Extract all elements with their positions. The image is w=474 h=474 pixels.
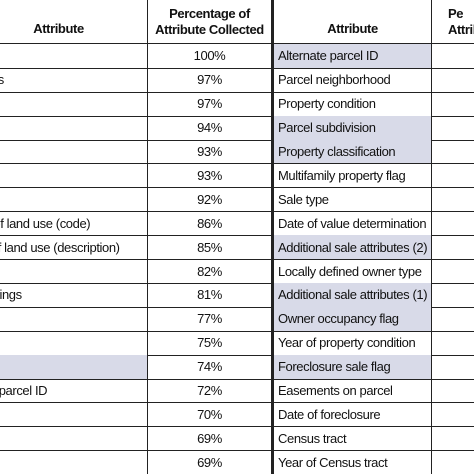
percentage-cell [432,211,474,237]
attribute-cell: land [0,259,148,284]
percentage-cell [432,426,474,452]
percentage-cell: 77% [148,306,272,332]
percentage-cell [432,44,474,69]
attribute-cell [0,115,148,141]
percentage-cell [432,379,474,404]
percentage-cell [432,403,474,428]
percentage-cell: 70% [148,402,272,428]
percentage-cell [432,68,474,93]
table-separator [272,0,274,474]
attribute-cell [0,426,148,452]
percentage-cell: 69% [148,450,272,474]
percentage-cell: 85% [148,235,272,261]
percentage-cell: 97% [148,91,272,117]
header-attribute: Attribute [0,0,148,44]
header-percentage: Percentage of Attribute Collected [148,0,272,44]
attribute-cell: Easements on parcel [274,378,432,404]
attribute-cell: 0 [0,402,148,428]
percentage-cell [432,283,474,308]
percentage-cell [432,92,474,117]
percentage-cell: 86% [148,211,272,237]
percentage-cell: 82% [148,259,272,284]
percentage-cell: 69% [148,426,272,452]
attribute-cell [0,306,148,332]
attribute-cell: Date of foreclosure [274,402,432,428]
percentage-cell: 93% [148,139,272,165]
percentage-cell [432,235,474,261]
header-line: Percentage of [169,5,250,21]
attribute-cell: Date of value determination [274,211,432,237]
percentage-cell [432,140,474,165]
attribute-cell: Additional sale attributes (1) [274,283,432,308]
attribute-cell [0,330,148,356]
percentage-cell [432,187,474,213]
attribute-cell: Foreclosure sale flag [274,354,432,380]
percentage-cell: 74% [148,354,272,380]
attribute-cell: dress [0,67,148,93]
attribute-cell: ear [0,354,148,380]
attribute-cell: nits [0,450,148,474]
header-attribute: Attribute [274,0,432,44]
attribute-cell: buildings [0,283,148,308]
attribute-cell: Multifamily property flag [274,163,432,189]
attribute-cell: Property classification [274,139,432,165]
attribute-cell [0,44,148,69]
attribute-cell [0,187,148,213]
attribute-cell: Parcel neighborhood [274,67,432,93]
attribute-cell: Owner occupancy flag [274,306,432,332]
percentage-cell: 94% [148,115,272,141]
percentage-cell: 72% [148,378,272,404]
percentage-cell [432,307,474,332]
attribute-cell: on of land use (description) [0,235,148,261]
percentage-cell [432,450,474,474]
percentage-cell: 93% [148,163,272,189]
percentage-cell: 100% [148,44,272,69]
header-line: Attribute Collected [155,21,264,37]
attribute-cell: with parcel ID [0,378,148,404]
percentage-cell: 75% [148,330,272,356]
attribute-cell: s [0,139,148,165]
attribute-cell [0,91,148,117]
percentage-cell [432,259,474,284]
attribute-cell: Additional sale attributes (2) [274,235,432,261]
attribute-cell [0,163,148,189]
attribute-cell: Sale type [274,187,432,213]
percentage-cell [432,116,474,141]
attribute-cell: Year of Census tract [274,450,432,474]
attribute-cell: Alternate parcel ID [274,44,432,69]
attribute-cell: ion of land use (code) [0,211,148,237]
header-percentage: PeAttrib [432,0,474,44]
attribute-cell: Property condition [274,91,432,117]
percentage-cell: 92% [148,187,272,213]
percentage-cell: 81% [148,283,272,308]
attribute-cell: Locally defined owner type [274,259,432,284]
attribute-cell: Census tract [274,426,432,452]
header-line: Pe [448,5,464,21]
percentage-cell [432,164,474,189]
header-line: Attrib [448,21,474,37]
percentage-cell [432,331,474,356]
attribute-cell: Year of property condition [274,330,432,356]
percentage-cell [432,355,474,380]
attribute-cell: Parcel subdivision [274,115,432,141]
percentage-cell: 97% [148,67,272,93]
